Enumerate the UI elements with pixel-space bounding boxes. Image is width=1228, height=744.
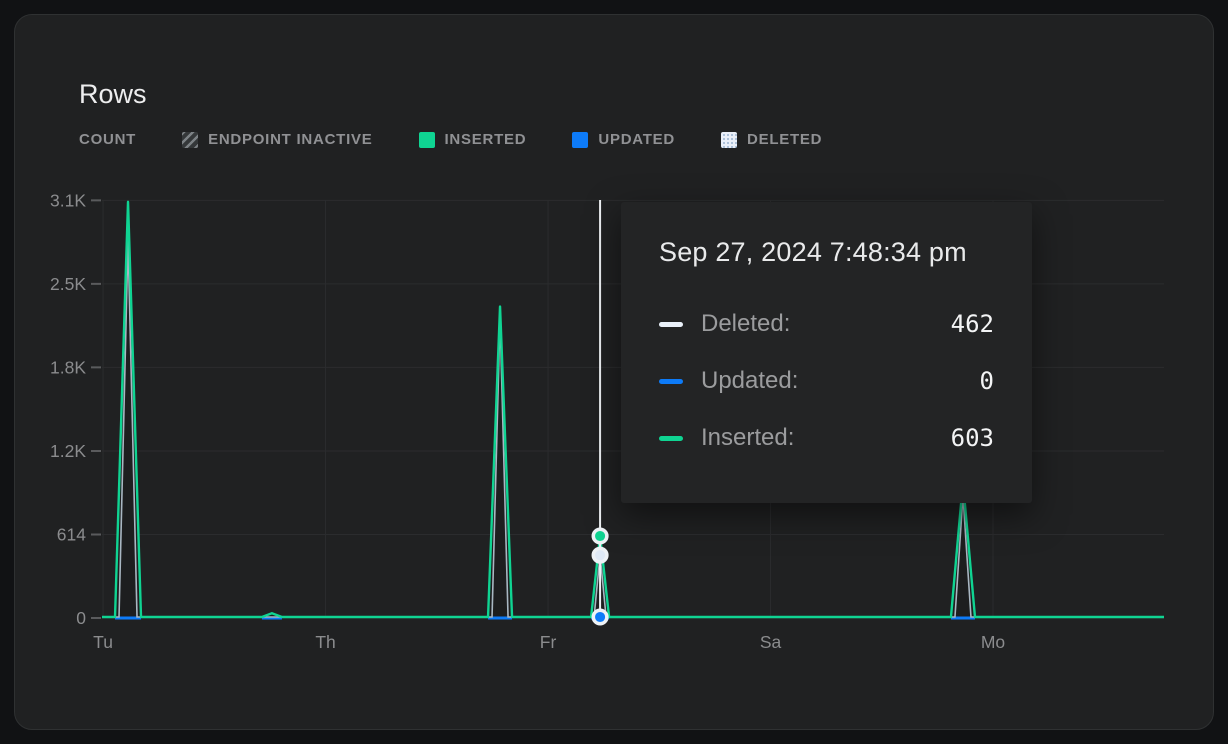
tooltip-value: 0 — [979, 367, 994, 395]
legend-label: UPDATED — [598, 131, 675, 148]
deleted-dash-icon — [659, 321, 683, 327]
inserted-series-line — [102, 200, 1164, 619]
inserted-dash-icon — [659, 435, 683, 441]
tooltip-label: Deleted: — [701, 310, 791, 337]
y-axis-tick-label: 1.2K — [50, 441, 86, 461]
hatched-swatch-icon — [182, 131, 199, 148]
updated-swatch-icon — [572, 131, 589, 148]
tooltip-value: 603 — [950, 424, 994, 452]
x-axis-tick-label: Tu — [93, 632, 113, 652]
page-title: Rows — [79, 79, 147, 109]
hover-marker-deleted — [591, 546, 609, 564]
legend-label: DELETED — [747, 131, 823, 148]
tooltip-row-updated: Updated: 0 — [659, 367, 994, 395]
tooltip-timestamp: Sep 27, 2024 7:48:34 pm — [659, 237, 967, 267]
y-axis-tick-label: 614 — [57, 525, 86, 545]
y-axis-tick-label: 2.5K — [50, 274, 86, 294]
x-axis-tick-label: Th — [315, 632, 335, 652]
chart-legend: COUNT ENDPOINT INACTIVE INSERTED UPDATED… — [79, 131, 822, 148]
legend-item-inserted[interactable]: INSERTED — [418, 131, 527, 148]
y-axis-series-label: COUNT — [79, 131, 137, 148]
x-axis-tick-label: Fr — [540, 632, 557, 652]
y-axis-tick-label: 0 — [76, 608, 86, 628]
spike-fill — [488, 306, 513, 618]
tooltip-rows: Deleted: 462 Updated: 0 Inserted: 603 — [659, 310, 994, 452]
x-axis-tick-label: Mo — [981, 632, 1005, 652]
legend-item-deleted[interactable]: DELETED — [721, 131, 822, 148]
inserted-swatch-icon — [418, 131, 435, 148]
legend-label: ENDPOINT INACTIVE — [208, 131, 373, 148]
updated-dash-icon — [659, 378, 683, 384]
tooltip-label: Inserted: — [701, 424, 795, 451]
tooltip-label: Updated: — [701, 367, 799, 394]
x-axis-tick-label: Sa — [760, 632, 782, 652]
hover-marker-updated — [591, 608, 609, 626]
deleted-swatch-icon — [721, 131, 737, 148]
tooltip-row-inserted: Inserted: 603 — [659, 424, 994, 452]
legend-item-updated[interactable]: UPDATED — [572, 131, 675, 148]
y-axis-tick-label: 3.1K — [50, 190, 86, 210]
hover-tooltip: Sep 27, 2024 7:48:34 pm Deleted: 462 Upd… — [621, 202, 1032, 503]
y-axis-tick-label: 1.8K — [50, 357, 86, 377]
legend-item-endpoint-inactive[interactable]: ENDPOINT INACTIVE — [182, 131, 372, 148]
tooltip-value: 462 — [950, 310, 994, 338]
legend-label: INSERTED — [444, 131, 527, 148]
hover-marker-inserted — [591, 527, 609, 545]
tooltip-row-deleted: Deleted: 462 — [659, 310, 994, 338]
